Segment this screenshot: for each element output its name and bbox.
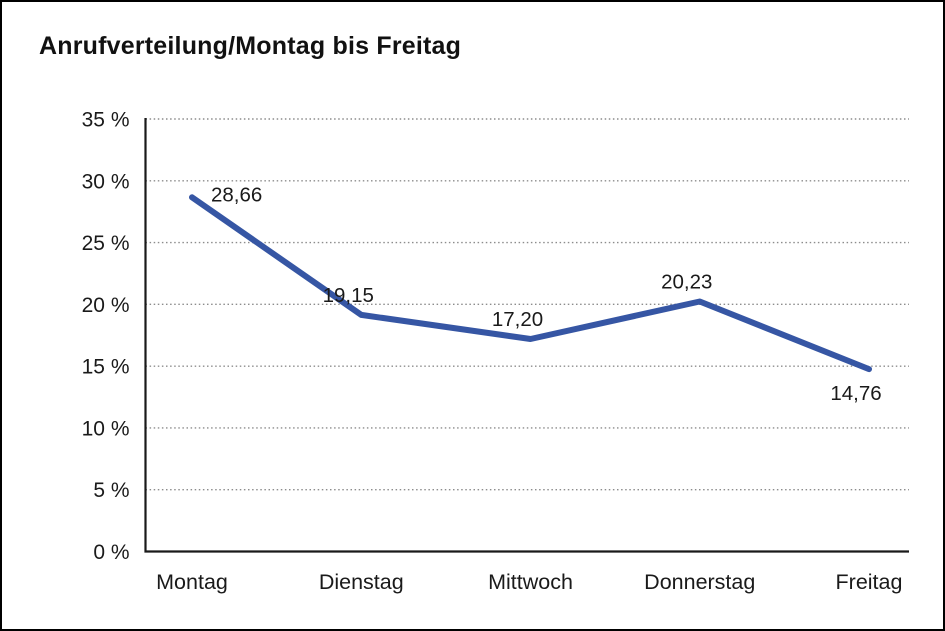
- point-label-0: 28,66: [211, 183, 262, 206]
- point-label-4: 14,76: [830, 382, 881, 405]
- y-tick-label-35: 35 %: [82, 109, 130, 132]
- y-tick-label-25: 25 %: [82, 232, 130, 255]
- chart-title: Anrufverteilung/Montag bis Freitag: [39, 32, 462, 60]
- x-category-label-4: Freitag: [836, 570, 903, 594]
- x-category-label-3: Donnerstag: [644, 570, 755, 594]
- point-label-1: 19,15: [323, 284, 374, 307]
- x-category-label-0: Montag: [156, 570, 228, 594]
- y-tick-label-10: 10 %: [82, 417, 130, 440]
- y-tick-label-20: 20 %: [82, 294, 130, 317]
- x-category-label-2: Mittwoch: [488, 570, 573, 594]
- y-tick-label-0: 0 %: [93, 541, 129, 564]
- y-tick-label-5: 5 %: [93, 479, 129, 502]
- point-label-3: 20,23: [661, 271, 712, 294]
- x-category-label-1: Dienstag: [319, 570, 404, 594]
- y-tick-label-30: 30 %: [82, 170, 130, 193]
- point-label-2: 17,20: [492, 308, 543, 331]
- axis-lines: [144, 118, 909, 553]
- data-series-line: [189, 194, 872, 373]
- y-tick-label-15: 15 %: [82, 356, 130, 379]
